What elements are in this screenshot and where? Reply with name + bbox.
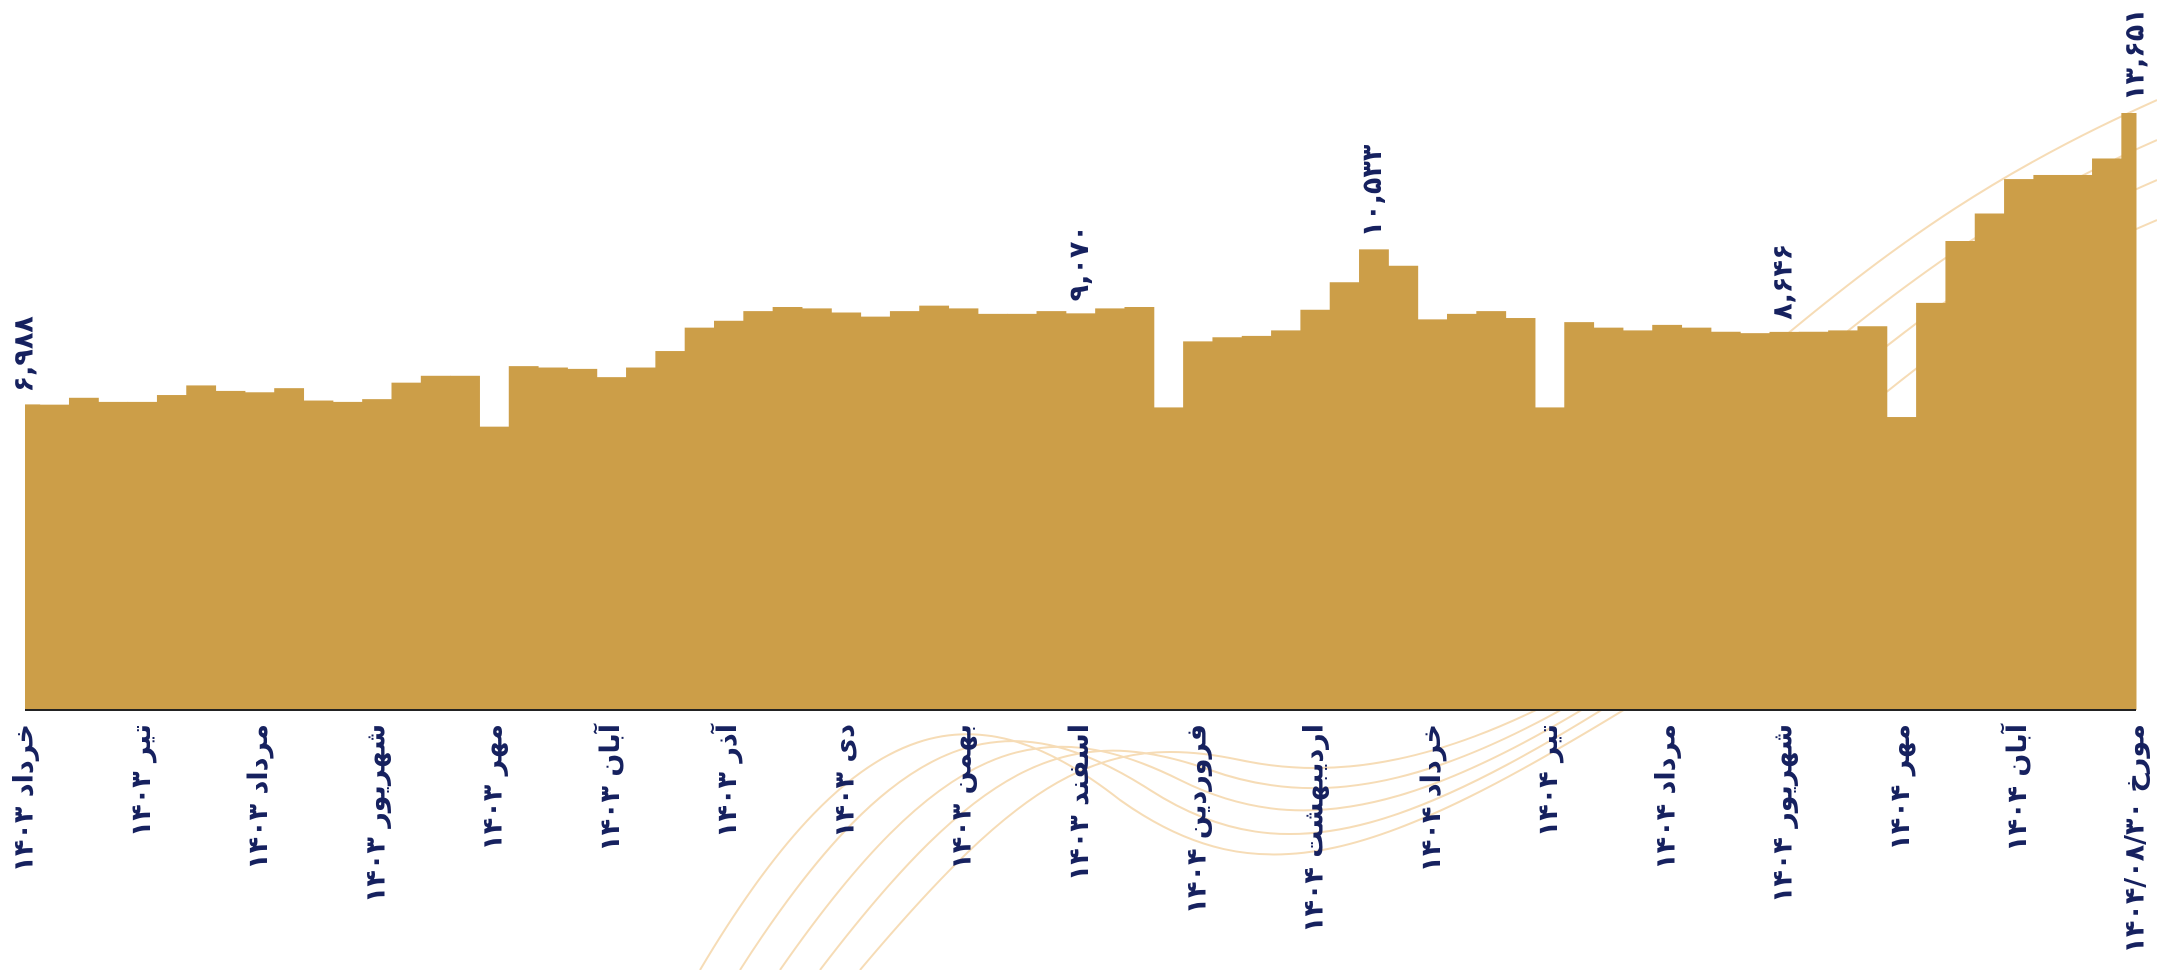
bar-step: [1740, 333, 1770, 710]
bar-step: [861, 317, 891, 710]
x-tick-label: مهر ۱۴۰۳: [478, 724, 509, 851]
x-tick-label: مهر ۱۴۰۴: [1885, 724, 1916, 851]
bar-step: [1623, 330, 1653, 710]
bar-step: [1037, 311, 1067, 710]
bar-step: [1564, 322, 1594, 710]
x-tick-label: شهریور ۱۴۰۳: [360, 724, 391, 903]
value-label: ۸,۶۴۶: [1768, 244, 1799, 320]
bar-step: [1594, 328, 1624, 710]
bar-step: [186, 385, 216, 710]
bar-step: [245, 392, 275, 710]
x-tick-label: فروردین ۱۴۰۴: [1181, 724, 1212, 914]
bar-step: [69, 398, 99, 710]
bar-step: [1183, 341, 1213, 710]
x-tick-label: مورخ ۱۴۰۴/۰۸/۳۰: [2120, 724, 2151, 954]
bar-step: [2092, 158, 2122, 710]
x-tick-label: شهریور ۱۴۰۴: [1768, 724, 1799, 903]
bar-step: [2063, 175, 2093, 710]
bar-step: [1828, 330, 1858, 710]
bar-step: [1330, 282, 1360, 710]
bar-step: [1271, 330, 1301, 710]
bar-step: [743, 311, 773, 710]
bar-step: [362, 399, 392, 710]
bar-step: [1242, 336, 1272, 710]
bar-step: [157, 395, 187, 710]
bar-step: [1124, 307, 1154, 710]
value-label: ۱۳,۶۵۱: [2120, 8, 2151, 101]
bar-step: [1682, 328, 1712, 710]
bar-step: [1535, 407, 1565, 710]
bar-step: [391, 383, 421, 710]
x-tick-label: دی ۱۴۰۳: [829, 724, 860, 838]
bar-step: [685, 328, 715, 710]
x-tick-label: اسفند ۱۴۰۳: [1064, 724, 1095, 881]
chart: ۶,۹۸۸ خرداد ۱۴۰۳ تیر ۱۴۰۳ مرداد ۱۴۰۳ شهریور …: [0, 0, 2157, 970]
value-label: ۶,۹۸۸: [9, 316, 40, 393]
bar-step: [1007, 314, 1037, 710]
bar-step: [626, 368, 656, 710]
bar-step: [1095, 308, 1125, 710]
bar-step: [949, 308, 979, 710]
bar-step: [1857, 326, 1887, 710]
x-tick-label: آبان ۱۴۰۳: [593, 723, 626, 852]
bar-step: [1975, 213, 2005, 710]
bar-step: [773, 307, 803, 710]
x-tick-label: تیر ۱۴۰۴: [1533, 724, 1564, 837]
bar-step: [978, 314, 1008, 710]
bar-step: [1154, 407, 1184, 710]
bar-step: [1388, 266, 1418, 710]
bar-step: [1212, 337, 1242, 710]
value-label: ۱۰,۵۳۳: [1357, 144, 1388, 237]
bar-step: [274, 388, 304, 710]
bar-step: [1770, 332, 1800, 710]
bar-step: [450, 376, 480, 710]
bar-step: [479, 427, 509, 710]
bar-step: [655, 351, 685, 710]
bar-step: [1418, 319, 1448, 710]
bar-step: [538, 368, 568, 710]
x-tick-label: تیر ۱۴۰۳: [126, 724, 157, 837]
x-tick-label: مرداد ۱۴۰۴: [1650, 724, 1681, 870]
bar-step: [831, 313, 861, 710]
bar-step: [1476, 311, 1506, 710]
bar-step: [2121, 113, 2136, 710]
bar-step: [40, 405, 70, 710]
bar-step: [2033, 175, 2063, 710]
bar-step: [1711, 332, 1741, 710]
bar-step: [304, 401, 334, 710]
bar-step: [509, 366, 539, 710]
bar-step: [597, 377, 627, 710]
bar-step: [216, 391, 246, 710]
x-tick-label: خرداد ۱۴۰۴: [1416, 724, 1447, 873]
x-tick-label: آذر ۱۴۰۳: [710, 723, 743, 838]
bar-step: [421, 376, 451, 710]
x-tick-label: اردیبهشت ۱۴۰۴: [1299, 724, 1330, 933]
bar-step: [1300, 310, 1330, 710]
bar-step: [128, 402, 158, 710]
x-tick-label: آبان ۱۴۰۴: [2000, 723, 2033, 852]
bar-step: [1066, 313, 1096, 710]
bar-step: [919, 306, 949, 710]
value-label: ۹,۰۷۰: [1064, 225, 1095, 301]
bar-step: [1359, 249, 1389, 710]
bar-step: [1945, 241, 1975, 710]
bar-step: [25, 404, 40, 710]
bar-step: [567, 369, 597, 710]
bar-step: [802, 308, 832, 710]
x-tick-label: مرداد ۱۴۰۳: [243, 724, 274, 870]
plot: [25, 113, 2137, 710]
bar-step: [714, 321, 744, 710]
bar-step: [1799, 332, 1829, 710]
bar-step: [333, 402, 363, 710]
bar-step: [1447, 314, 1477, 710]
bar-step: [1506, 318, 1536, 710]
bar-step: [1916, 303, 1946, 710]
bar-step: [1887, 417, 1917, 710]
x-tick-label: خرداد ۱۴۰۳: [9, 724, 40, 873]
bar-step: [890, 311, 920, 710]
bar-step: [2004, 179, 2034, 710]
x-tick-label: بهمن ۱۴۰۳: [947, 724, 978, 870]
bar-step: [98, 402, 128, 710]
bar-step: [1652, 325, 1682, 710]
